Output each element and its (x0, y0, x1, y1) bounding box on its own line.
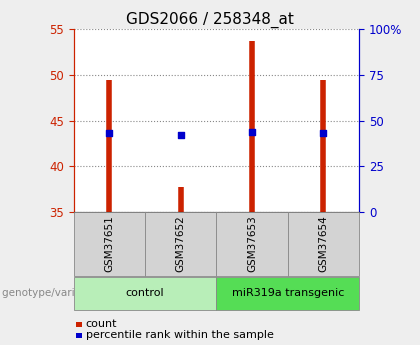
Text: GSM37651: GSM37651 (104, 216, 114, 273)
Text: miR319a transgenic: miR319a transgenic (231, 288, 344, 298)
Text: GSM37654: GSM37654 (318, 216, 328, 273)
Point (249, 129, 255, 135)
Text: control: control (126, 288, 164, 298)
Text: GSM37653: GSM37653 (247, 216, 257, 273)
Text: genotype/variation  ▶: genotype/variation ▶ (2, 288, 116, 298)
Point (320, 130, 327, 135)
Text: GSM37652: GSM37652 (176, 216, 186, 273)
Point (177, 132, 184, 138)
Point (106, 130, 113, 136)
Text: count: count (86, 319, 117, 329)
Text: GDS2066 / 258348_at: GDS2066 / 258348_at (126, 12, 294, 28)
Text: percentile rank within the sample: percentile rank within the sample (86, 331, 273, 340)
